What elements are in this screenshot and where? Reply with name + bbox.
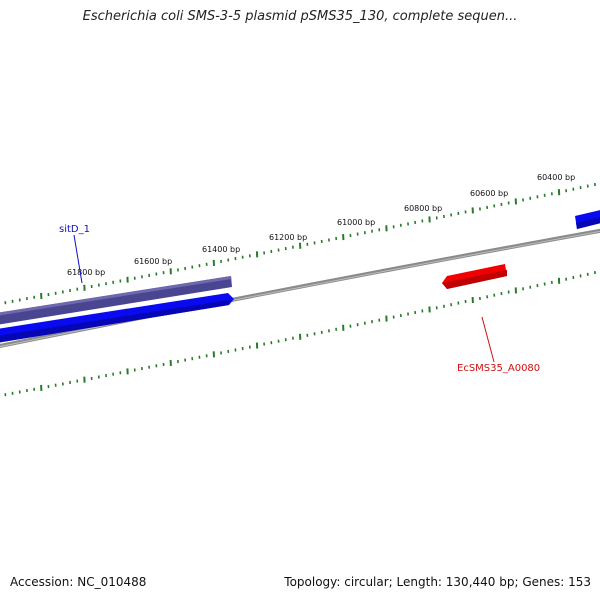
ruler-label: 61800 bp [67,268,105,277]
gene-feature-forward-blue[interactable] [0,293,234,344]
gene-label-EcSMS35_A0080[interactable]: EcSMS35_A0080 [457,363,540,374]
ruler-label: 60400 bp [537,173,575,182]
ruler-label: 61000 bp [337,218,375,227]
outer-tick-track [4,182,596,305]
ruler-label: 61400 bp [202,245,240,254]
map-title: Escherichia coli SMS-3-5 plasmid pSMS35_… [82,9,518,24]
ruler-labels: 60400 bp 60600 bp 60800 bp 61000 bp 61200 bp… [67,173,575,277]
plasmid-backbone [0,228,600,349]
gene-feature-forward-blue-edge[interactable] [575,209,600,229]
ruler-label: 60800 bp [404,204,442,213]
topology-summary: Topology: circular; Length: 130,440 bp; … [284,575,591,589]
accession-label: Accession: NC_010488 [10,575,147,589]
ruler-label: 61200 bp [269,233,307,242]
EcSMS35_A0080-leader [481,316,495,363]
inner-tick-track [4,271,596,397]
gene-label-sitD_1[interactable]: sitD_1 [59,224,90,235]
sitD_1-leader [73,234,83,284]
ruler-label: 60600 bp [470,189,508,198]
gene-feature-sitD_1[interactable] [0,276,232,326]
gene-feature-EcSMS35_A0080[interactable] [442,264,507,289]
ruler-label: 61600 bp [134,257,172,266]
